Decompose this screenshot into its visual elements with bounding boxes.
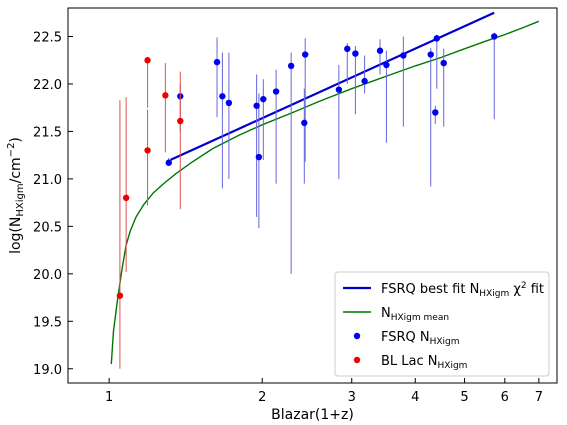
y-tick-label: 22.0 — [33, 78, 62, 93]
plot-frame — [67, 7, 558, 384]
fsrq-point — [335, 86, 343, 93]
bl-lac-point — [144, 147, 151, 154]
legend-label-main: BL Lac N — [381, 354, 438, 369]
y-tick-label: 22.5 — [33, 30, 62, 45]
fsrq-point — [433, 35, 441, 42]
fsrq-point — [427, 51, 434, 58]
legend-dot-swatch — [353, 332, 361, 340]
y-tick-label: 21.0 — [33, 173, 62, 188]
legend-label: FSRQ best fit NHXigm χ2 fit — [381, 281, 544, 299]
fsrq-point — [361, 77, 368, 85]
legend-label-sub: HXigm — [438, 361, 468, 371]
fsrq-point — [287, 62, 295, 70]
bl-lac-point — [116, 292, 124, 299]
legend-box — [334, 271, 550, 377]
x-tick-label: 6 — [501, 390, 509, 405]
fsrq-point — [255, 153, 263, 161]
fsrq-point — [432, 109, 439, 116]
x-axis-label: Blazar(1+z) — [271, 407, 354, 423]
y-tick-label: 19.0 — [33, 363, 62, 378]
y-axis-label-main: log(N — [8, 217, 24, 254]
y-tick-label: 20.5 — [33, 220, 62, 235]
y-axis-label-sub: HXigm — [15, 183, 26, 216]
series-points — [116, 32, 498, 369]
mean-curve-line — [110, 20, 540, 365]
fsrq-best-fit-line — [170, 11, 495, 161]
x-tick-label: 2 — [258, 390, 266, 405]
legend-label-sub: HXigm — [479, 289, 509, 299]
legend-label-main: FSRQ best fit N — [381, 282, 479, 297]
fsrq-point — [376, 47, 384, 54]
legend-label: FSRQ NHXigm — [381, 330, 460, 347]
x-tick-label: 3 — [348, 390, 356, 405]
fsrq-point — [302, 51, 309, 58]
series-lines — [110, 11, 540, 365]
bl-lac-point — [122, 194, 130, 202]
y-axis-label: log(NHXigm/cm−2) — [6, 137, 26, 254]
bl-lac-point — [144, 57, 151, 64]
fsrq-point — [213, 58, 221, 66]
x-tick-label: 5 — [460, 390, 468, 405]
bl-lac-point — [177, 117, 184, 125]
y-tick-label: 20.0 — [33, 268, 62, 283]
fsrq-point — [165, 159, 172, 166]
fsrq-point — [383, 61, 390, 69]
legend-label-tail: χ — [509, 282, 521, 297]
fsrq-point — [219, 93, 226, 100]
legend-label-tail2: fit — [527, 282, 544, 297]
y-axis-label-unit: /cm — [8, 157, 24, 183]
legend-dot-swatch — [353, 356, 361, 364]
x-tick-label: 1 — [105, 390, 113, 405]
legend-label: BL Lac NHXigm — [381, 354, 467, 371]
legend-label-main: N — [381, 306, 391, 321]
fsrq-point — [225, 99, 233, 107]
y-axis-label-close: ) — [8, 137, 24, 142]
legend-label-sub: HXigm — [430, 337, 460, 347]
legend-label: NHXigm mean — [381, 306, 449, 323]
fsrq-point — [253, 102, 260, 109]
fsrq-point — [344, 45, 351, 53]
x-tick-label: 7 — [535, 390, 543, 405]
legend-label-sub: HXigm mean — [391, 313, 449, 323]
legend-label-sup: 2 — [521, 281, 527, 291]
fsrq-point — [491, 33, 498, 40]
axis-ticks: 1 2 3 4 5 6 7 19.0 19.5 20.0 20.5 21.0 21.5 22.0 22.5 — [33, 30, 543, 405]
y-tick-label: 19.5 — [33, 315, 62, 330]
y-tick-label: 21.5 — [33, 125, 62, 140]
y-axis-label-sup: −2 — [6, 143, 17, 158]
fsrq-point — [301, 119, 308, 127]
bl-lac-point — [162, 92, 169, 99]
x-tick-label: 4 — [411, 390, 419, 405]
fsrq-point — [352, 50, 359, 57]
legend-label-main: FSRQ N — [381, 330, 430, 345]
fsrq-point — [272, 88, 280, 95]
fsrq-point — [440, 59, 447, 67]
fsrq-point — [260, 95, 267, 103]
fsrq-point — [400, 52, 407, 59]
